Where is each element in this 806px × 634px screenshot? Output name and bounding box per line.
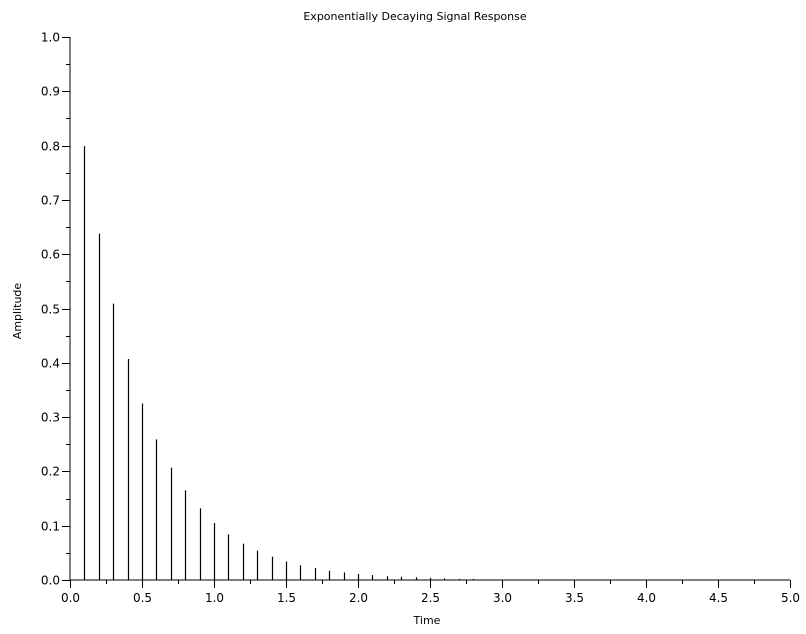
x-tick-label: 3.5 <box>565 591 584 605</box>
y-axis-title: Amplitude <box>11 283 24 340</box>
y-tick-label: 1.0 <box>41 31 60 45</box>
x-tick-label: 2.5 <box>421 591 440 605</box>
x-tick-label: 3.0 <box>493 591 512 605</box>
x-tick-label: 5.0 <box>781 591 800 605</box>
y-tick-label: 0.5 <box>41 303 60 317</box>
y-tick-label: 0.8 <box>41 140 60 154</box>
chart-title: Exponentially Decaying Signal Response <box>303 10 527 23</box>
plot-area: 0.0 0.1 0.2 0.3 0.4 0.5 0.6 0.7 0.8 0.9 1.0 0.0 0.5 1… <box>41 31 800 606</box>
y-tick-label: 0.1 <box>41 520 60 534</box>
x-axis-title: Time <box>413 614 441 627</box>
y-tick-label: 0.2 <box>41 465 60 479</box>
x-tick-label: 0.0 <box>61 591 80 605</box>
x-tick-label: 1.5 <box>277 591 296 605</box>
y-tick-label: 0.3 <box>41 411 60 425</box>
y-tick-label: 0.0 <box>41 574 60 588</box>
y-tick-label: 0.4 <box>41 357 60 371</box>
x-tick-label: 2.0 <box>349 591 368 605</box>
x-tick-label: 4.0 <box>637 591 656 605</box>
x-tick-label: 4.5 <box>709 591 728 605</box>
y-tick-label: 0.6 <box>41 248 60 262</box>
x-tick-label: 0.5 <box>133 591 152 605</box>
x-tick-label: 1.0 <box>205 591 224 605</box>
y-tick-label: 0.9 <box>41 85 60 99</box>
y-tick-label: 0.7 <box>41 194 60 208</box>
